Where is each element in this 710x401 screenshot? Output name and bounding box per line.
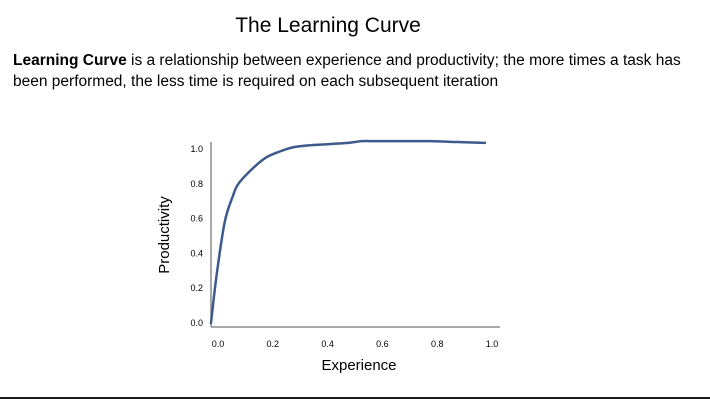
x-tick-label: 0.6 <box>376 339 389 349</box>
y-axis-title: Productivity <box>156 196 173 274</box>
x-tick-labels: 0.0 0.2 0.4 0.6 0.8 1.0 <box>212 339 499 349</box>
bottom-divider <box>0 397 710 399</box>
y-tick-labels: 0.0 0.2 0.4 0.6 0.8 1.0 <box>190 144 203 328</box>
x-tick-label: 0.4 <box>321 339 334 349</box>
y-tick-label: 0.2 <box>190 283 203 293</box>
intro-definition: is a relationship between experience and… <box>13 52 681 90</box>
slide-title: The Learning Curve <box>235 14 421 37</box>
y-tick-label: 0.4 <box>190 248 203 258</box>
y-tick-label: 0.6 <box>190 214 203 224</box>
learning-curve-line <box>209 139 487 325</box>
y-tick-label: 1.0 <box>190 144 203 154</box>
x-axis-title: Experience <box>321 357 396 374</box>
x-tick-label: 0.0 <box>212 339 225 349</box>
x-tick-label: 0.2 <box>267 339 280 349</box>
intro-term: Learning Curve <box>13 52 127 69</box>
y-tick-label: 0.0 <box>190 318 203 328</box>
x-tick-label: 1.0 <box>486 339 499 349</box>
x-tick-label: 0.8 <box>431 339 444 349</box>
intro-paragraph: Learning Curve is a relationship between… <box>13 50 703 92</box>
y-tick-label: 0.8 <box>190 179 203 189</box>
